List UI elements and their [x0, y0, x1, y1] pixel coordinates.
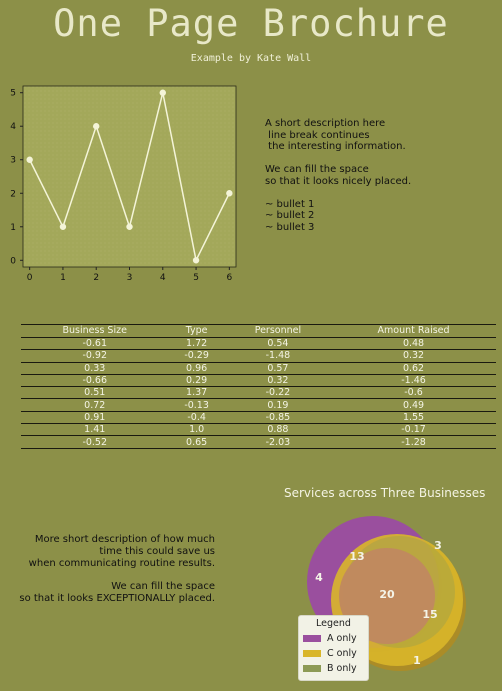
table-cell: -0.92: [21, 349, 169, 363]
data-point: [59, 223, 67, 230]
table-row: 0.51 1.37 -0.22 -0.6: [21, 386, 496, 400]
data-table: Business Size Type Personnel Amount Raised …: [21, 324, 496, 449]
region-label: 15: [422, 608, 437, 621]
data-point: [159, 89, 166, 96]
table-row: 0.72 -0.13 0.19 0.49: [21, 398, 496, 412]
table-cell: -1.28: [331, 435, 496, 449]
table-cell: 0.29: [168, 374, 225, 388]
x-tick-label: 6: [226, 273, 232, 283]
column-header: Business Size: [21, 324, 169, 338]
table-cell: -0.29: [168, 349, 225, 363]
table-cell: 0.19: [224, 398, 332, 412]
table-cell: -0.22: [224, 386, 332, 400]
table-row: -0.66 0.29 0.32 -1.46: [21, 374, 496, 388]
y-tick-label: 2: [10, 189, 16, 199]
table-header-row: Business Size Type Personnel Amount Raised: [21, 324, 496, 338]
legend-swatch: [303, 635, 321, 642]
data-point: [26, 156, 33, 163]
region-label: 3: [434, 539, 442, 552]
table-cell: 0.91: [21, 411, 169, 425]
table-cell: 0.49: [331, 398, 496, 412]
line-chart: 0 1 2 3 4 5 6 0 1 2 3 4 5: [10, 85, 237, 283]
region-label: 20: [379, 588, 395, 601]
y-tick-label: 4: [10, 122, 16, 132]
table-cell: 0.32: [331, 349, 496, 363]
legend-label: B only: [327, 663, 357, 674]
table-row: -0.92 -0.29 -1.48 0.32: [21, 349, 496, 363]
data-point: [126, 223, 133, 230]
legend-label: C only: [327, 648, 357, 659]
table-row: -0.61 1.72 0.54 0.48: [21, 337, 496, 351]
legend-label: A only: [327, 633, 357, 644]
table-cell: 0.96: [168, 362, 225, 375]
table-cell: 0.62: [331, 362, 496, 375]
table-row: 0.91 -0.4 -0.85 1.55: [21, 411, 496, 425]
legend-title: Legend: [316, 618, 351, 629]
table-cell: 1.55: [331, 411, 496, 425]
table-cell: 0.72: [21, 398, 169, 412]
venn-title: Services across Three Businesses: [284, 486, 486, 500]
column-header: Amount Raised: [331, 324, 496, 338]
table-cell: -1.48: [224, 349, 332, 363]
page-title: One Page Brochure: [53, 2, 449, 45]
table-cell: -0.4: [168, 411, 225, 425]
table-cell: 0.33: [21, 362, 169, 375]
venn-legend: Legend A only C only B only: [298, 615, 369, 681]
legend-item: C only: [299, 646, 368, 661]
table-cell: -0.66: [21, 374, 169, 388]
data-point: [226, 190, 233, 197]
table-cell: 1.0: [168, 423, 225, 437]
table-row: 1.41 1.0 0.88 -0.17: [21, 423, 496, 437]
table-cell: -0.52: [21, 435, 169, 449]
legend-item: B only: [299, 661, 368, 676]
table-cell: 0.32: [224, 374, 332, 388]
table-cell: 1.37: [168, 386, 225, 400]
page-subtitle: Example by Kate Wall: [190, 53, 312, 64]
table-cell: 1.41: [21, 423, 169, 437]
table-cell: -0.13: [168, 398, 225, 412]
table-cell: 0.48: [331, 337, 496, 351]
table-cell: 0.57: [224, 362, 332, 375]
region-label: 13: [349, 550, 364, 563]
plot-area: [22, 85, 237, 268]
table-row: 0.33 0.96 0.57 0.62: [21, 362, 496, 375]
region-label: 1: [413, 654, 421, 667]
data-point: [93, 123, 100, 130]
table-cell: -1.46: [331, 374, 496, 388]
x-tick-label: 3: [127, 273, 133, 283]
table-cell: 0.54: [224, 337, 332, 351]
description-bottom: More short description of how much time …: [19, 534, 215, 604]
table-cell: 0.88: [224, 423, 332, 437]
table-row: -0.52 0.65 -2.03 -1.28: [21, 435, 496, 449]
legend-swatch: [303, 665, 321, 672]
column-header: Personnel: [224, 324, 332, 338]
table-cell: 1.72: [168, 337, 225, 351]
legend-swatch: [303, 650, 321, 657]
x-tick-label: 0: [27, 273, 33, 283]
column-header: Type: [168, 324, 225, 338]
x-tick-label: 1: [60, 273, 66, 283]
table-body: -0.61 1.72 0.54 0.48 -0.92 -0.29 -1.48 0.32 0.33…: [21, 337, 496, 449]
y-tick-label: 3: [10, 156, 16, 166]
table-cell: -2.03: [224, 435, 332, 449]
y-tick-label: 0: [10, 256, 16, 266]
table-cell: -0.85: [224, 411, 332, 425]
legend-item: A only: [299, 631, 368, 646]
table-cell: -0.6: [331, 386, 496, 400]
table-cell: -0.61: [21, 337, 169, 351]
y-tick-label: 5: [10, 89, 16, 99]
data-point: [192, 257, 200, 264]
y-tick-label: 1: [10, 223, 16, 233]
x-tick-label: 5: [193, 273, 199, 283]
x-tick-label: 4: [160, 273, 166, 283]
description-top: A short description here line break cont…: [265, 118, 412, 233]
table-cell: -0.17: [331, 423, 496, 437]
region-label: 4: [315, 571, 323, 584]
x-tick-label: 2: [93, 273, 99, 283]
table-cell: 0.51: [21, 386, 169, 400]
table-cell: 0.65: [168, 435, 225, 449]
